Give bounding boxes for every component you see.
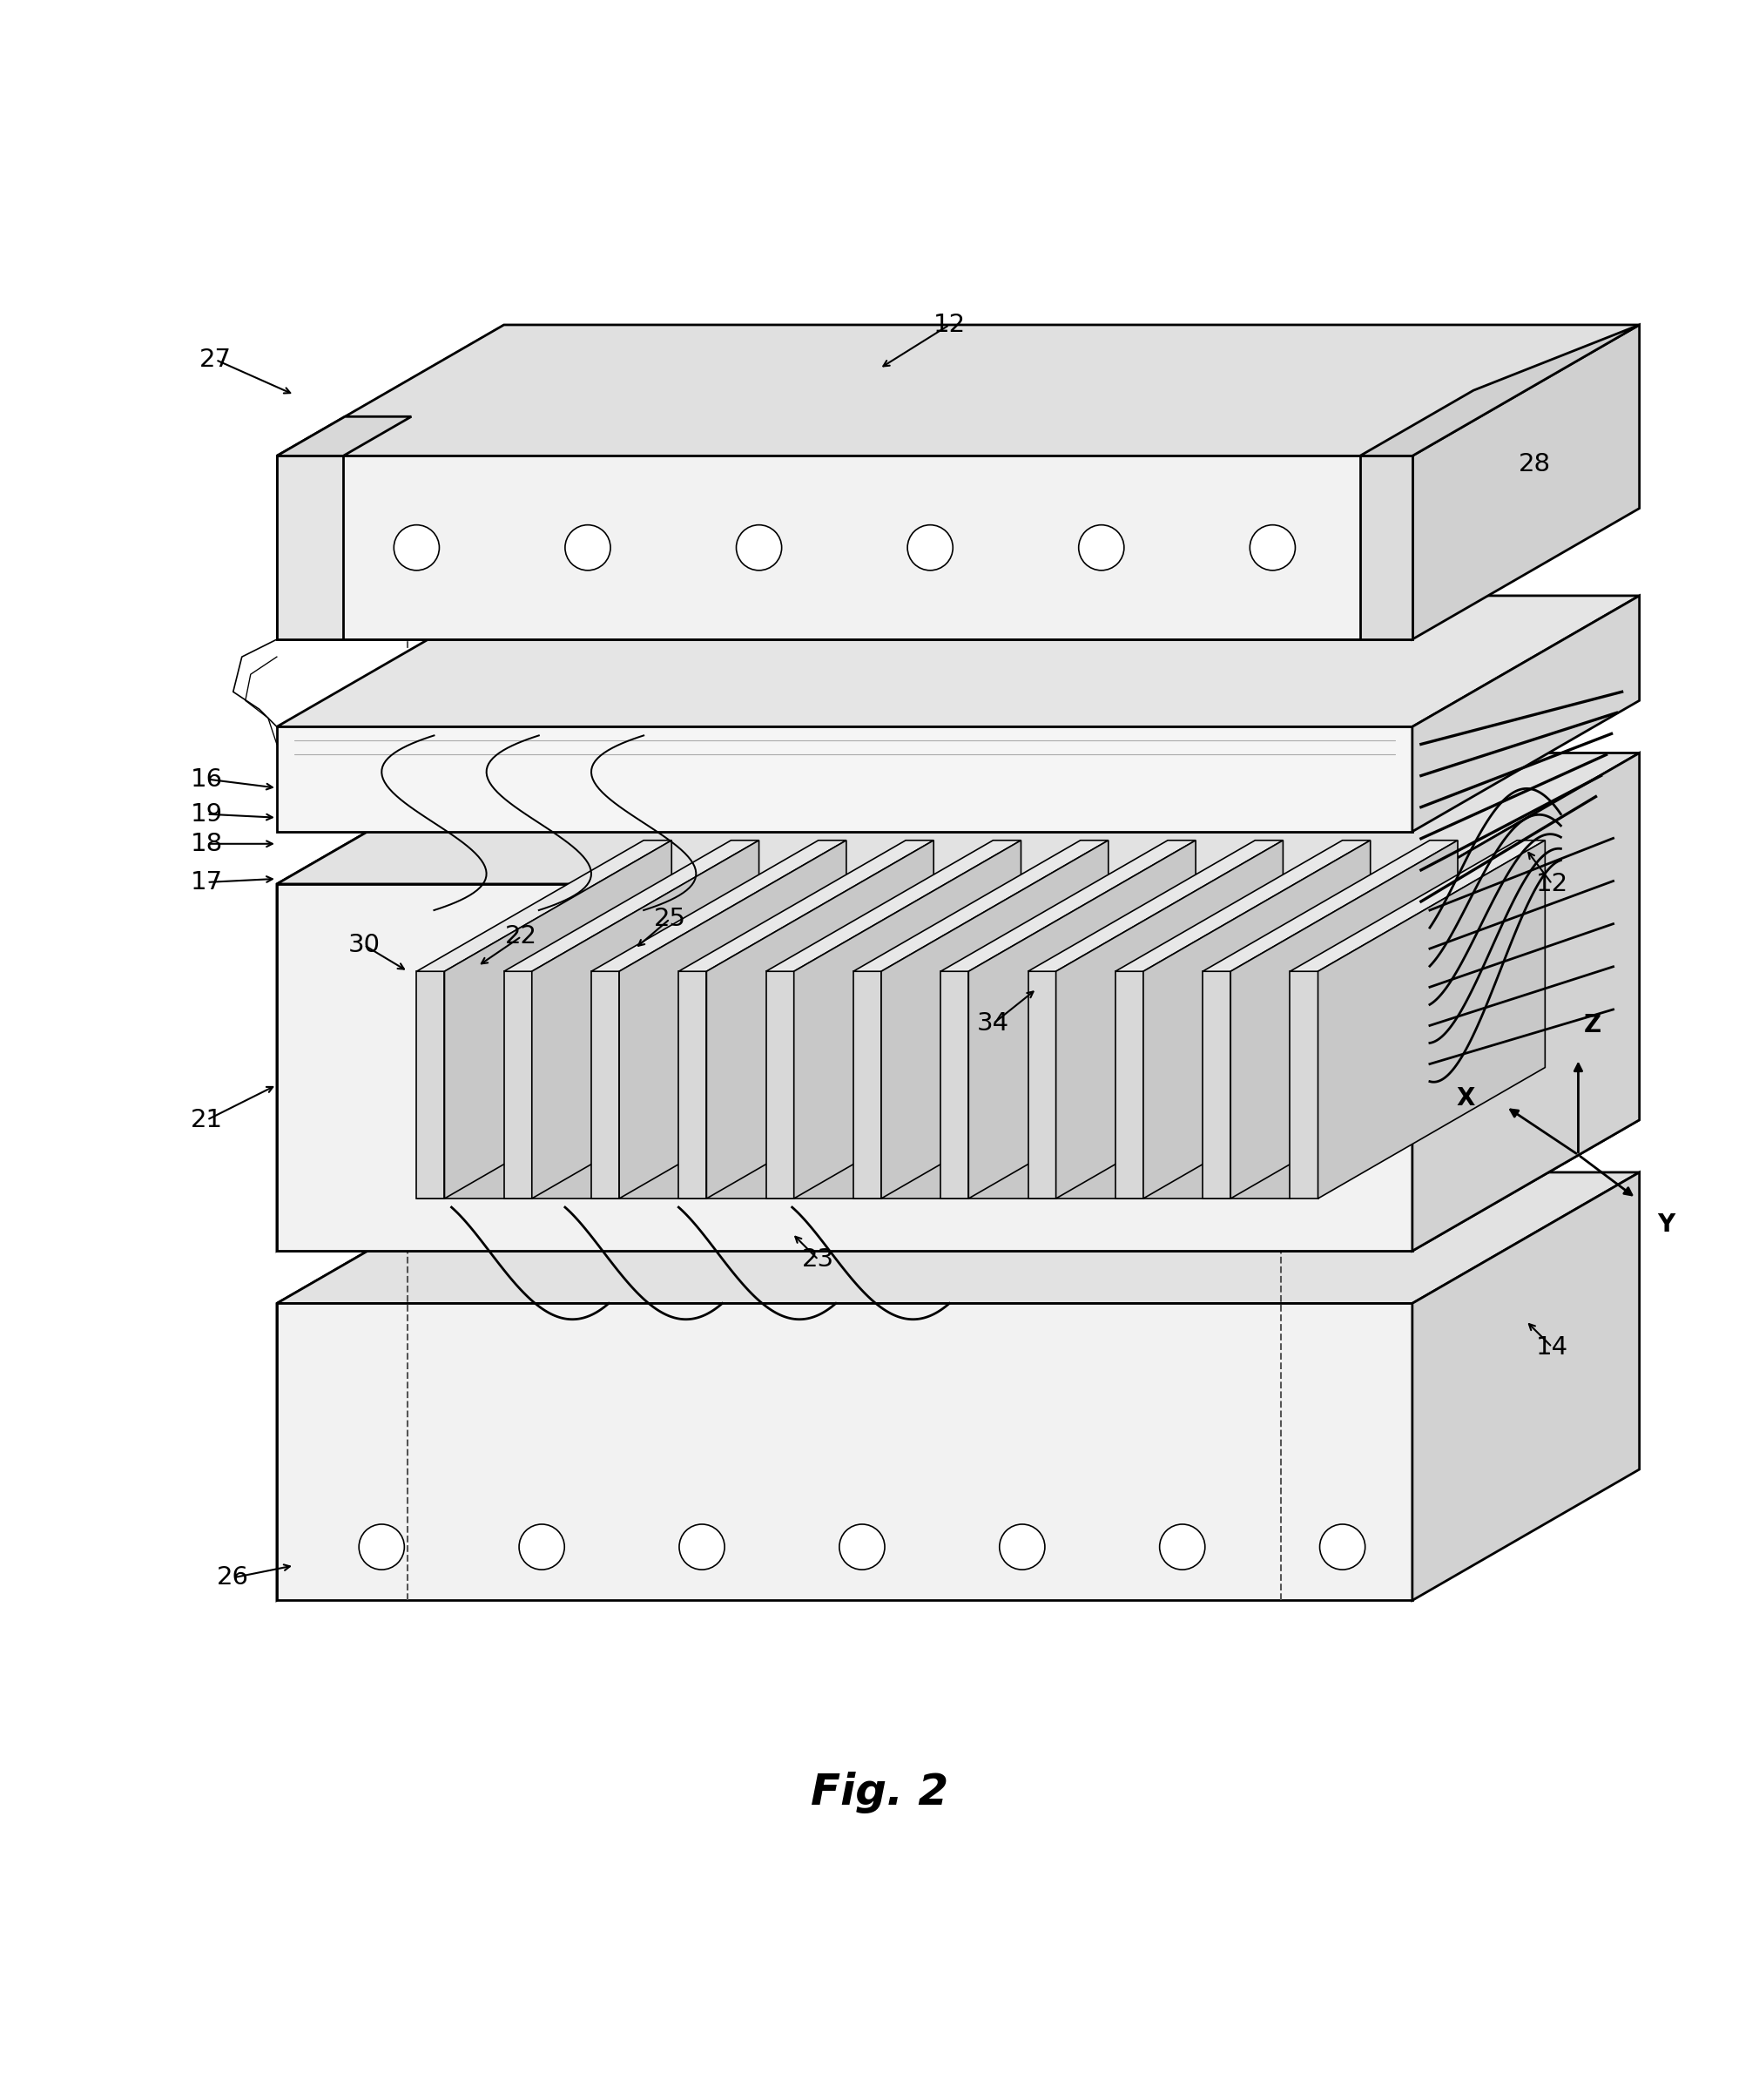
Polygon shape	[276, 754, 503, 1252]
Polygon shape	[881, 840, 1108, 1199]
Polygon shape	[619, 840, 846, 1199]
Text: 22: 22	[505, 924, 538, 949]
Polygon shape	[1203, 972, 1231, 1199]
Polygon shape	[276, 1172, 503, 1600]
Polygon shape	[1412, 326, 1639, 638]
Polygon shape	[276, 456, 1412, 638]
Polygon shape	[765, 840, 1020, 972]
Text: 17: 17	[190, 869, 223, 895]
Text: Y: Y	[1657, 1212, 1675, 1237]
Polygon shape	[1412, 1172, 1639, 1600]
Polygon shape	[765, 972, 793, 1199]
Polygon shape	[1055, 840, 1282, 1199]
Text: 27: 27	[199, 349, 232, 372]
Polygon shape	[1231, 840, 1458, 1199]
Polygon shape	[276, 596, 1639, 727]
Polygon shape	[853, 840, 1108, 972]
Polygon shape	[276, 754, 1639, 884]
Text: 34: 34	[976, 1012, 1010, 1035]
Circle shape	[908, 525, 953, 571]
Text: 19: 19	[190, 802, 223, 825]
Circle shape	[1078, 525, 1124, 571]
Polygon shape	[1027, 972, 1055, 1199]
Text: Fig. 2: Fig. 2	[811, 1772, 948, 1814]
Circle shape	[1251, 525, 1295, 571]
Polygon shape	[591, 840, 846, 972]
Polygon shape	[707, 840, 934, 1199]
Polygon shape	[1027, 840, 1282, 972]
Text: 30: 30	[348, 932, 380, 958]
Polygon shape	[417, 972, 445, 1199]
Polygon shape	[276, 1119, 1639, 1252]
Text: 28: 28	[1518, 452, 1551, 477]
Circle shape	[1159, 1525, 1205, 1569]
Polygon shape	[1289, 972, 1317, 1199]
Text: X: X	[1456, 1086, 1474, 1111]
Polygon shape	[1412, 754, 1639, 1252]
Text: 18: 18	[190, 832, 223, 857]
Polygon shape	[276, 456, 343, 638]
Polygon shape	[531, 840, 758, 1199]
Text: 16: 16	[190, 766, 223, 792]
Polygon shape	[417, 1067, 1516, 1199]
Polygon shape	[853, 972, 881, 1199]
Polygon shape	[941, 972, 969, 1199]
Polygon shape	[503, 840, 758, 972]
Polygon shape	[1289, 840, 1544, 972]
Text: 23: 23	[802, 1247, 834, 1273]
Polygon shape	[276, 884, 1412, 1252]
Circle shape	[999, 1525, 1045, 1569]
Polygon shape	[1412, 596, 1639, 832]
Polygon shape	[793, 840, 1020, 1199]
Polygon shape	[276, 326, 1639, 456]
Polygon shape	[1115, 840, 1370, 972]
Circle shape	[519, 1525, 565, 1569]
Polygon shape	[417, 840, 672, 972]
Text: 26: 26	[216, 1564, 250, 1590]
Polygon shape	[969, 840, 1196, 1199]
Polygon shape	[503, 972, 531, 1199]
Polygon shape	[679, 840, 934, 972]
Polygon shape	[1360, 326, 1639, 456]
Polygon shape	[445, 840, 672, 1199]
Polygon shape	[679, 972, 707, 1199]
Polygon shape	[276, 1304, 1412, 1600]
Polygon shape	[1115, 972, 1143, 1199]
Circle shape	[1319, 1525, 1365, 1569]
Polygon shape	[1317, 840, 1544, 1199]
Text: Z: Z	[1583, 1014, 1601, 1037]
Polygon shape	[276, 1172, 1639, 1304]
Polygon shape	[276, 727, 1412, 832]
Text: 21: 21	[190, 1107, 223, 1132]
Circle shape	[565, 525, 610, 571]
Polygon shape	[591, 972, 619, 1199]
Circle shape	[737, 525, 781, 571]
Text: 12: 12	[1536, 872, 1569, 897]
Text: 12: 12	[934, 313, 966, 336]
Polygon shape	[1360, 456, 1412, 638]
Polygon shape	[276, 416, 412, 456]
Circle shape	[394, 525, 440, 571]
Text: 25: 25	[654, 907, 686, 930]
Polygon shape	[1203, 840, 1458, 972]
Polygon shape	[941, 840, 1196, 972]
Circle shape	[839, 1525, 885, 1569]
Circle shape	[359, 1525, 405, 1569]
Polygon shape	[1143, 840, 1370, 1199]
Text: 14: 14	[1536, 1336, 1569, 1359]
Circle shape	[679, 1525, 725, 1569]
